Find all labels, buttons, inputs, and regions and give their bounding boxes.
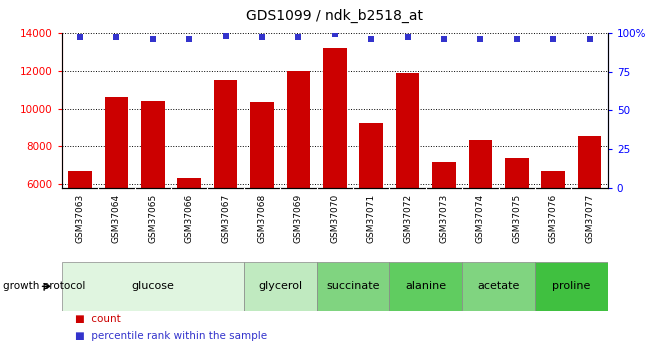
Bar [469, 140, 492, 298]
Point [220, 33, 231, 39]
Text: GSM37069: GSM37069 [294, 194, 303, 243]
Text: GDS1099 / ndk_b2518_at: GDS1099 / ndk_b2518_at [246, 9, 423, 22]
Bar [323, 48, 346, 298]
Text: acetate: acetate [477, 282, 520, 291]
Bar [141, 101, 164, 298]
Bar [105, 97, 128, 298]
Text: GSM37074: GSM37074 [476, 194, 485, 243]
Point [148, 36, 158, 42]
Text: alanine: alanine [405, 282, 447, 291]
Point [439, 36, 449, 42]
Text: glucose: glucose [131, 282, 174, 291]
Point [184, 36, 194, 42]
Text: succinate: succinate [326, 282, 380, 291]
Point [584, 36, 595, 42]
Text: GSM37077: GSM37077 [585, 194, 594, 243]
Bar [535, 262, 608, 310]
Point [330, 31, 340, 37]
Text: GSM37072: GSM37072 [403, 194, 412, 243]
Bar [396, 72, 419, 298]
Point [111, 35, 122, 40]
Point [402, 35, 413, 40]
Bar [462, 262, 535, 310]
Point [512, 36, 522, 42]
Point [293, 35, 304, 40]
Point [257, 35, 267, 40]
Text: GSM37073: GSM37073 [439, 194, 448, 243]
Point [75, 35, 85, 40]
Text: GSM37064: GSM37064 [112, 194, 121, 243]
Point [475, 36, 486, 42]
Bar [578, 136, 601, 298]
Text: glycerol: glycerol [258, 282, 302, 291]
Text: GSM37076: GSM37076 [549, 194, 558, 243]
Text: GSM37071: GSM37071 [367, 194, 376, 243]
Point [366, 36, 376, 42]
Bar [250, 102, 274, 298]
Text: GSM37068: GSM37068 [257, 194, 266, 243]
Bar [317, 262, 389, 310]
Text: GSM37063: GSM37063 [75, 194, 84, 243]
Bar [287, 71, 310, 298]
Point [548, 36, 558, 42]
Text: proline: proline [552, 282, 591, 291]
Text: GSM37065: GSM37065 [148, 194, 157, 243]
Text: GSM37075: GSM37075 [512, 194, 521, 243]
Bar [177, 178, 201, 298]
Bar [214, 80, 237, 298]
Bar [359, 123, 383, 298]
Text: GSM37070: GSM37070 [330, 194, 339, 243]
Bar [68, 171, 92, 298]
Bar [244, 262, 317, 310]
Bar [62, 262, 244, 310]
Bar [432, 161, 456, 298]
Text: ■  count: ■ count [75, 314, 120, 324]
Text: GSM37066: GSM37066 [185, 194, 194, 243]
Bar [505, 158, 528, 298]
Text: GSM37067: GSM37067 [221, 194, 230, 243]
Text: growth protocol: growth protocol [3, 282, 86, 291]
Text: ■  percentile rank within the sample: ■ percentile rank within the sample [75, 332, 267, 341]
Bar [389, 262, 462, 310]
Bar [541, 171, 565, 298]
